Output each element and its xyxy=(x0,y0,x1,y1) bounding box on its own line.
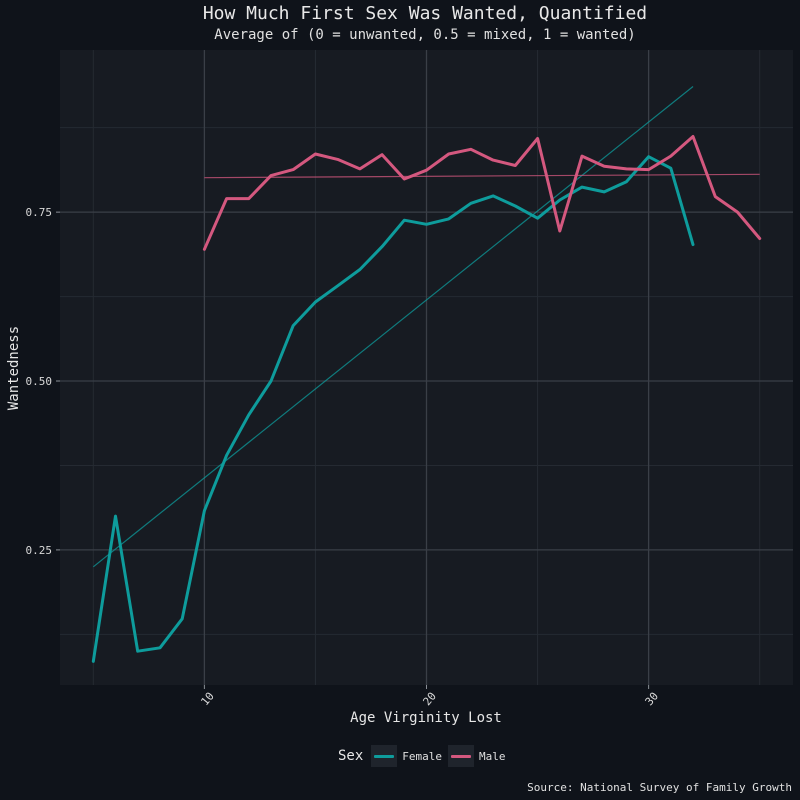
chart-subtitle: Average of (0 = unwanted, 0.5 = mixed, 1… xyxy=(214,27,636,43)
source-caption: Source: National Survey of Family Growth xyxy=(527,781,792,794)
y-tick-label: 0.75 xyxy=(26,206,53,219)
legend-label-female: Female xyxy=(402,749,443,763)
legend: Sex Female Male xyxy=(338,745,512,767)
trend-lines xyxy=(92,86,760,568)
y-tick-label: 0.50 xyxy=(26,375,53,388)
legend-label-male: Male xyxy=(479,749,506,763)
trend-line-female xyxy=(92,86,694,568)
series-line-male xyxy=(202,135,762,251)
legend-swatch-male xyxy=(451,754,472,758)
grid-lines xyxy=(60,50,793,685)
x-tick-label: 30 xyxy=(643,690,661,709)
legend-key-male xyxy=(448,745,475,767)
legend-swatch-female xyxy=(374,754,395,758)
x-axis-label: Age Virginity Lost xyxy=(350,710,502,726)
x-tick-label: 20 xyxy=(420,690,438,709)
x-axis-ticks: 10 20 30 xyxy=(198,685,661,708)
trend-line-male xyxy=(204,173,760,179)
legend-title: Sex xyxy=(338,748,364,764)
y-axis-label: Wantedness xyxy=(6,326,22,410)
x-tick-label: 10 xyxy=(198,690,216,709)
series-lines xyxy=(91,135,762,663)
chart-title: How Much First Sex Was Wanted, Quantifie… xyxy=(202,3,648,24)
y-axis-ticks: 0.25 0.50 0.75 xyxy=(26,206,60,557)
series-line-female xyxy=(91,155,695,663)
legend-item-female: Female xyxy=(371,745,442,767)
y-tick-label: 0.25 xyxy=(26,544,53,557)
legend-key-female xyxy=(371,745,398,767)
legend-item-male: Male xyxy=(448,745,506,767)
